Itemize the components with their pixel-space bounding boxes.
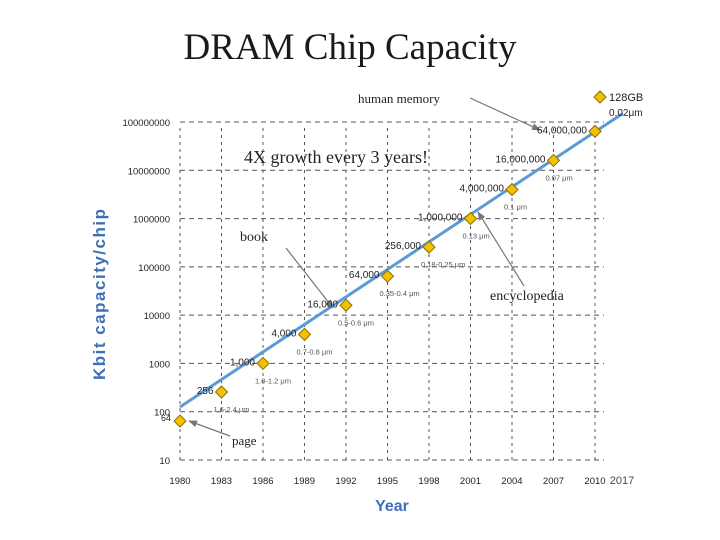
y-tick-label: 100000 [138,263,170,274]
data-point-label: 256,000 [385,241,422,252]
x-tick-label: 1989 [294,476,315,487]
y-tick-label: 100 [154,408,170,419]
data-point-marker [297,327,312,342]
x-tick-label: 1995 [377,476,398,487]
chart-title: DRAM Chip Capacity [183,27,517,68]
encyclopedia-annotation: encyclopedia [490,289,565,304]
feature-size-label: 0.1 μm [504,203,527,212]
data-point-label: 256 [197,386,214,397]
data-point-marker [505,182,519,197]
x-axis-label: Year [375,498,409,515]
data-point-marker [588,124,602,139]
data-point-label: 64,000 [349,270,380,281]
feature-size-label: 1.0-1.2 μm [255,376,291,385]
data-point-label: 4,000,000 [460,184,505,195]
feature-size-label: 0.35-0.4 μm [380,289,420,298]
data-point-marker-128gb [593,90,607,104]
data-point-label: 1,000 [230,357,255,368]
y-tick-label: 10000000 [128,166,170,177]
x-tick-label: 2001 [460,476,481,487]
y-tick-label: 10000 [144,311,170,322]
data-point-label: 64 [161,413,171,423]
data-point-marker [173,414,187,428]
x-tick-label-2017: 2017 [610,475,634,487]
x-tick-label: 2004 [501,476,522,487]
feature-size-label: 0.13 μm [463,232,490,241]
data-point-marker [463,211,478,226]
data-point-marker [546,153,561,168]
y-tick-label: 10 [159,456,170,467]
data-point-marker [214,385,229,399]
book-annotation: book [240,230,268,245]
feature-size-label: 1.6-2.4 μm [214,405,250,414]
human-memory-annotation: human memory [358,91,440,106]
human-memory-arrow [469,97,541,131]
data-point-label: 4,000 [271,328,296,339]
x-tick-label: 2010 [584,476,605,487]
y-tick-label: 1000 [149,359,170,370]
encyclopedia-arrow [477,211,525,287]
point-feature-128gb: 0.02μm [609,108,643,119]
page-annotation: page [232,433,257,448]
feature-size-label: 0.7-0.8 μm [297,347,333,356]
y-tick-label: 100000000 [122,118,170,129]
point-label-128gb: 128GB [609,92,643,104]
book-arrow [285,247,334,309]
growth-annotation: 4X growth every 3 years! [244,147,428,167]
data-point-marker [256,356,270,371]
y-tick-label: 1000000 [133,215,170,226]
data-point-marker [339,298,353,312]
data-point-marker [380,269,395,283]
x-tick-label: 2007 [543,476,564,487]
page-arrow [188,420,231,437]
feature-size-label: 0.5-0.6 μm [338,318,374,327]
x-tick-label: 1980 [169,476,190,487]
x-tick-label: 1998 [418,476,439,487]
data-point-label: 1,000,000 [418,213,463,224]
x-tick-label: 1983 [211,476,232,487]
data-point-label: 64,000,000 [537,125,587,136]
x-tick-label: 1986 [252,476,273,487]
feature-size-label: 0.18-0.25 μm [421,260,465,269]
data-point-label: 16,000,000 [495,154,545,165]
data-point-marker [422,240,436,254]
data-point-label: 16,000 [307,299,338,310]
x-tick-label: 1992 [335,476,356,487]
feature-size-label: 0.07 μm [546,173,573,182]
